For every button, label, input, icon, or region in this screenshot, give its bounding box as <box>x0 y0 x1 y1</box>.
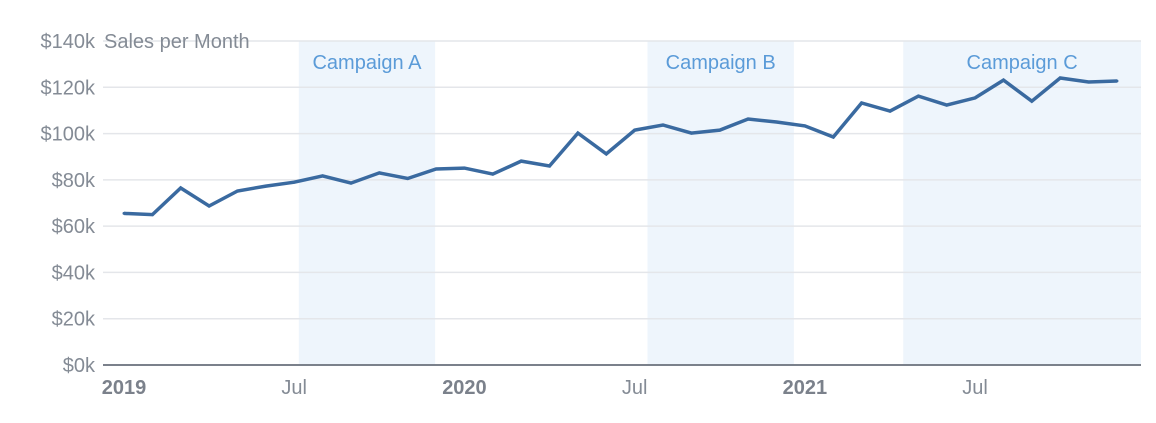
x-tick-label: 2021 <box>783 377 828 399</box>
x-tick-label: 2020 <box>442 377 487 399</box>
data-point <box>860 101 864 105</box>
data-point <box>604 152 608 156</box>
x-tick-label: Jul <box>622 377 648 399</box>
data-point <box>179 186 183 190</box>
data-point <box>1115 79 1119 83</box>
data-point <box>519 159 523 163</box>
data-point <box>264 184 268 188</box>
data-point <box>548 164 552 168</box>
data-point <box>973 96 977 100</box>
data-point <box>406 176 410 180</box>
data-point <box>633 128 637 132</box>
campaign-band <box>298 41 436 365</box>
campaign-label: Campaign A <box>312 52 422 74</box>
chart-title: Sales per Month <box>104 31 250 53</box>
data-point <box>235 189 239 193</box>
campaign-label: Campaign B <box>666 52 776 74</box>
data-point <box>689 131 693 135</box>
data-point <box>718 128 722 132</box>
data-point <box>321 174 325 178</box>
data-point <box>122 211 126 215</box>
x-tick-label: Jul <box>281 377 307 399</box>
y-tick-label: $20k <box>52 309 96 331</box>
sales-line <box>123 76 1118 217</box>
data-point <box>1030 99 1034 103</box>
data-point <box>349 181 353 185</box>
data-point <box>1058 76 1062 80</box>
data-point <box>803 124 807 128</box>
data-point <box>1087 80 1091 84</box>
y-tick-label: $0k <box>63 355 96 377</box>
data-point <box>775 120 779 124</box>
data-point <box>292 180 296 184</box>
y-tick-label: $140k <box>41 31 96 53</box>
y-tick-label: $40k <box>52 262 96 284</box>
y-tick-label: $60k <box>52 216 96 238</box>
data-point <box>888 109 892 113</box>
campaign-band <box>647 41 794 365</box>
data-point <box>434 167 438 171</box>
data-point <box>661 123 665 127</box>
data-point <box>462 166 466 170</box>
y-tick-label: $80k <box>52 170 96 192</box>
campaign-label: Campaign C <box>967 52 1078 74</box>
data-point <box>207 204 211 208</box>
x-tick-label: Jul <box>962 377 988 399</box>
data-point <box>377 171 381 175</box>
y-tick-label: $120k <box>41 77 96 99</box>
data-point <box>916 94 920 98</box>
data-point <box>746 117 750 121</box>
data-point <box>150 213 154 217</box>
data-point <box>576 131 580 135</box>
x-tick-label: 2019 <box>102 377 147 399</box>
data-point <box>491 172 495 176</box>
data-point <box>831 135 835 139</box>
data-point <box>945 103 949 107</box>
campaign-band <box>903 41 1141 365</box>
y-tick-label: $100k <box>41 124 96 146</box>
data-point <box>1001 78 1005 82</box>
